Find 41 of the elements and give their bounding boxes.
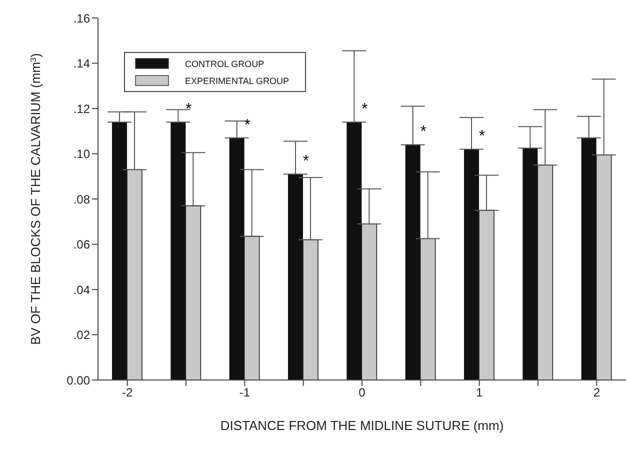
- y-tick-label: .06: [73, 238, 90, 252]
- y-tick-label: .10: [73, 147, 90, 162]
- data-label: *: [362, 101, 368, 118]
- y-tick-label: 0.00: [66, 373, 90, 388]
- bar: [346, 122, 362, 380]
- bar: [420, 238, 436, 380]
- bar: [288, 174, 303, 380]
- legend-label: CONTROL GROUP: [185, 58, 264, 68]
- bar: [112, 122, 127, 380]
- bar: [361, 223, 378, 380]
- bar: [464, 149, 479, 380]
- bar: [126, 169, 142, 380]
- data-label: *: [244, 116, 250, 134]
- data-label: *: [302, 153, 310, 170]
- x-tick-label: 2: [593, 386, 600, 400]
- bar: [581, 138, 596, 380]
- bar: [229, 138, 244, 380]
- bar: [185, 205, 202, 380]
- data-label: *: [186, 101, 192, 118]
- y-tick-label: .14: [73, 56, 90, 71]
- bar: [478, 210, 494, 380]
- bar: [170, 122, 186, 380]
- bar: [244, 236, 260, 380]
- bar: [537, 164, 554, 380]
- y-tick-label: .12: [73, 102, 90, 116]
- y-tick-label: .16: [73, 11, 90, 26]
- legend-label: EXPERIMENTAL GROUP: [185, 76, 290, 86]
- x-axis-title: DISTANCE FROM THE MIDLINE SUTURE (mm): [220, 418, 504, 433]
- x-tick-label: -2: [122, 386, 133, 400]
- bar: [522, 148, 538, 380]
- bar: [302, 239, 318, 380]
- x-tick-label: 0: [358, 386, 366, 400]
- y-tick-label: .08: [73, 192, 90, 206]
- y-tick-label: .04: [73, 282, 90, 297]
- x-tick-label: -1: [239, 386, 250, 400]
- bar: [596, 154, 612, 380]
- bar: [405, 144, 420, 380]
- data-label: *: [478, 128, 486, 146]
- data-label: *: [420, 124, 426, 141]
- x-tick-label: 1: [476, 386, 483, 400]
- y-tick-label: .02: [73, 328, 90, 342]
